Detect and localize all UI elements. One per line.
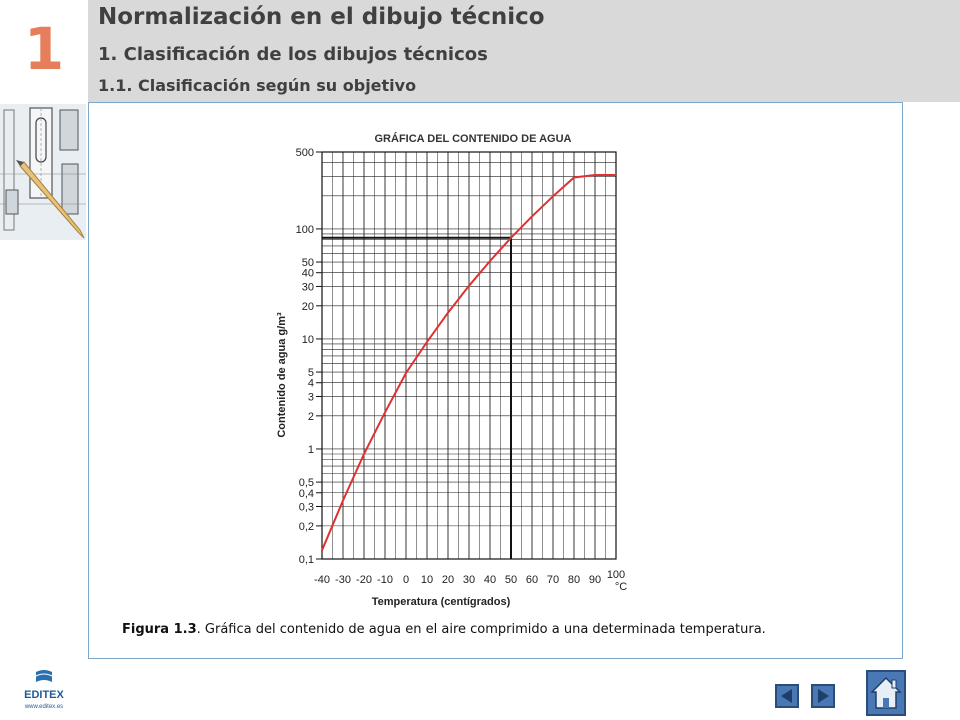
section-title: 1. Clasificación de los dibujos técnicos (98, 44, 488, 65)
y-tick-label: 0,4 (299, 488, 314, 500)
next-button[interactable] (811, 684, 835, 708)
figure-caption-label: Figura 1.3 (122, 622, 197, 637)
x-tick-label: 30 (463, 574, 475, 586)
y-tick-label: 500 (296, 147, 314, 159)
technical-drawing-image (0, 104, 86, 240)
x-tick-label: 90 (589, 574, 601, 586)
y-tick-label: 40 (302, 268, 314, 280)
x-tick-label: 70 (547, 574, 559, 586)
figure-caption: Figura 1.3. Gráfica del contenido de agu… (122, 622, 766, 637)
y-tick-label: 0,3 (299, 502, 314, 514)
y-tick-label: 10 (302, 334, 314, 346)
plot-border (321, 151, 617, 560)
y-tick-label: 0,1 (299, 554, 314, 566)
page-title: Normalización en el dibujo técnico (98, 4, 545, 30)
y-tick-label: 0,5 (299, 477, 314, 489)
home-button[interactable] (866, 670, 906, 716)
y-tick-label: 2 (308, 411, 314, 423)
figure-caption-text: . Gráfica del contenido de agua en el ai… (196, 622, 766, 637)
triangle-right-icon (818, 689, 829, 703)
y-tick-label: 1 (308, 444, 314, 456)
y-tick-label: 5 (308, 367, 314, 379)
chart-grid (321, 151, 617, 560)
y-tick-label: 50 (302, 257, 314, 269)
x-axis-ticks: -40 -30 -20 -10 0 10 20 30 40 50 60 70 80 90 100 (314, 569, 625, 586)
y-tick-label: 4 (308, 378, 314, 390)
logo-url: www.editex.es (24, 704, 63, 710)
y-axis-label: Contenido de agua g/m³ (276, 312, 288, 438)
x-tick-label: 40 (484, 574, 496, 586)
y-tick-label: 0,2 (299, 521, 314, 533)
y-tick-label: 3 (308, 391, 314, 403)
water-content-chart: GRÁFICA DEL CONTENIDO DE AGUA 0,10,20,30… (276, 132, 627, 608)
x-tick-label: 20 (442, 574, 454, 586)
x-tick-label: 50 (505, 574, 517, 586)
y-tick-label: 20 (302, 301, 314, 313)
x-axis-unit: °C (615, 581, 627, 593)
x-tick-label: -30 (335, 574, 351, 586)
water-content-curve (321, 174, 616, 551)
chapter-number: 1 (23, 15, 65, 83)
x-tick-label: -40 (314, 574, 330, 586)
y-tick-label: 30 (302, 281, 314, 293)
logo-text: EDITEX (24, 689, 64, 701)
x-tick-label: 80 (568, 574, 580, 586)
x-tick-label: 100 (607, 569, 625, 581)
chart-annotation (322, 236, 512, 559)
editex-logo: EDITEX www.editex.es (24, 670, 65, 710)
x-tick-label: 0 (403, 574, 409, 586)
x-axis-label: Temperatura (centígrados) (372, 596, 511, 608)
house-icon (870, 676, 902, 709)
subsection-title: 1.1. Clasificación según su objetivo (98, 76, 417, 95)
chart-title: GRÁFICA DEL CONTENIDO DE AGUA (375, 132, 572, 145)
previous-button[interactable] (775, 684, 799, 708)
x-tick-label: -20 (356, 574, 372, 586)
x-tick-label: 60 (526, 574, 538, 586)
triangle-left-icon (781, 689, 792, 703)
x-tick-label: -10 (377, 574, 393, 586)
y-tick-label: 100 (296, 224, 314, 236)
header-bar (88, 0, 960, 102)
x-tick-label: 10 (421, 574, 433, 586)
figure-panel: GRÁFICA DEL CONTENIDO DE AGUA 0,1 0,2 0,3 0… (88, 102, 903, 659)
